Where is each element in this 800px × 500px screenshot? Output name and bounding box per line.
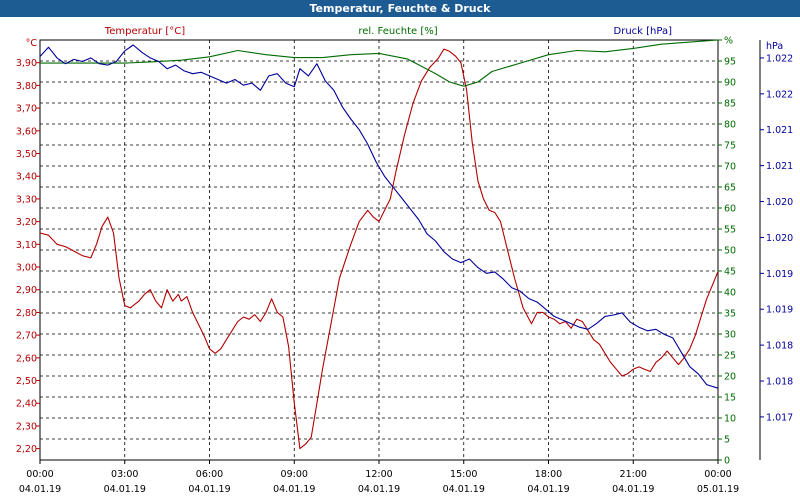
temp-tick-label: 2,80 — [16, 308, 37, 319]
series-line-pressure — [39, 44, 719, 389]
temp-tick-label: 3,10 — [16, 240, 37, 251]
temp-unit-label: °C — [26, 38, 38, 49]
x-tick-time: 00:00 — [26, 469, 53, 480]
pressure-tick-label: 1.019 — [766, 269, 793, 280]
humidity-tick-label: 50 — [724, 246, 736, 257]
temp-tick-label: 2,90 — [16, 285, 37, 296]
x-tick-date: 04.01.19 — [104, 484, 146, 495]
humidity-tick-label: % — [724, 36, 733, 47]
axis-labels: 3,90 3,80 3,70 3,60 3,50 3,40 3,30 3,20 3,10 3,00… — [16, 26, 793, 495]
x-tick-time: 06:00 — [196, 469, 223, 480]
humidity-tick-label: 60 — [724, 204, 736, 215]
temp-tick-label: 2,60 — [16, 353, 37, 364]
humidity-tick-label: 80 — [724, 120, 736, 131]
temp-tick-label: 2,70 — [16, 331, 37, 342]
pressure-tick-label: 1.022 — [766, 89, 793, 100]
x-tick-date: 04.01.19 — [273, 484, 315, 495]
temp-tick-label: 2,30 — [16, 421, 37, 432]
pressure-unit-label: hPa — [766, 41, 783, 52]
pressure-tick-label: 1.020 — [766, 233, 793, 244]
humidity-tick-label: 35 — [724, 309, 736, 320]
temp-tick-label: 3,30 — [16, 194, 37, 205]
pressure-tick-label: 1.017 — [766, 412, 793, 423]
temp-tick-label: 3,90 — [16, 58, 37, 69]
humidity-tick-label: 40 — [724, 288, 736, 299]
x-tick-time: 18:00 — [535, 469, 562, 480]
temp-tick-label: 2,40 — [16, 399, 37, 410]
temp-axis-title: Temperatur [°C] — [104, 26, 185, 37]
pressure-tick-label: 1.022 — [766, 53, 793, 64]
chart-svg: 3,90 3,80 3,70 3,60 3,50 3,40 3,30 3,20 3,10 3,00… — [16, 26, 793, 495]
humidity-axis-title: rel. Feuchte [%] — [358, 26, 437, 37]
series-line-humidity — [40, 39, 719, 87]
humidity-tick-label: 70 — [724, 162, 736, 173]
pressure-tick-label: 1.019 — [766, 305, 793, 316]
grid — [40, 40, 718, 460]
temp-tick-label: 3,50 — [16, 149, 37, 160]
temp-tick-label: 3,20 — [16, 217, 37, 228]
x-tick-date: 04.01.19 — [612, 484, 654, 495]
humidity-tick-label: 20 — [724, 372, 736, 383]
x-tick-date: 04.01.19 — [19, 484, 61, 495]
pressure-tick-label: 1.018 — [766, 341, 793, 352]
x-tick-date: 04.01.19 — [188, 484, 230, 495]
humidity-tick-label: 85 — [724, 99, 736, 110]
x-tick-time: 09:00 — [281, 469, 308, 480]
humidity-tick-label: 10 — [724, 414, 736, 425]
temp-tick-label: 3,60 — [16, 126, 37, 137]
humidity-tick-label: 25 — [724, 351, 736, 362]
temp-tick-label: 3,40 — [16, 172, 37, 183]
x-tick-date: 05.01.19 — [697, 484, 739, 495]
humidity-tick-label: 0 — [724, 456, 730, 467]
x-tick-time: 03:00 — [111, 469, 138, 480]
temp-tick-label: 2,20 — [16, 444, 37, 455]
humidity-tick-label: 90 — [724, 78, 736, 89]
pressure-tick-label: 1.021 — [766, 125, 793, 136]
pressure-tick-label: 1.018 — [766, 377, 793, 388]
humidity-tick-label: 5 — [724, 435, 730, 446]
x-tick-time: 12:00 — [365, 469, 392, 480]
humidity-tick-label: 95 — [724, 57, 736, 68]
pressure-tick-label: 1.020 — [766, 197, 793, 208]
x-tick-date: 04.01.19 — [443, 484, 485, 495]
temp-tick-label: 2,50 — [16, 376, 37, 387]
humidity-tick-label: 75 — [724, 141, 736, 152]
series-line-temperature — [39, 48, 719, 450]
temp-tick-label: 3,70 — [16, 104, 37, 115]
humidity-tick-label: 45 — [724, 267, 736, 278]
x-tick-time: 21:00 — [620, 469, 647, 480]
x-tick-date: 04.01.19 — [358, 484, 400, 495]
temp-tick-label: 3,80 — [16, 81, 37, 92]
temp-tick-label: 3,00 — [16, 263, 37, 274]
x-tick-date: 04.01.19 — [527, 484, 569, 495]
x-tick-time: 00:00 — [704, 469, 731, 480]
humidity-tick-label: 55 — [724, 225, 736, 236]
series-group — [39, 39, 719, 450]
window-title: Temperatur, Feuchte & Druck — [0, 0, 800, 17]
humidity-tick-label: 15 — [724, 393, 736, 404]
humidity-tick-label: 30 — [724, 330, 736, 341]
x-tick-time: 15:00 — [450, 469, 477, 480]
pressure-tick-label: 1.021 — [766, 161, 793, 172]
pressure-axis-title: Druck [hPa] — [614, 26, 673, 37]
humidity-tick-label: 65 — [724, 183, 736, 194]
